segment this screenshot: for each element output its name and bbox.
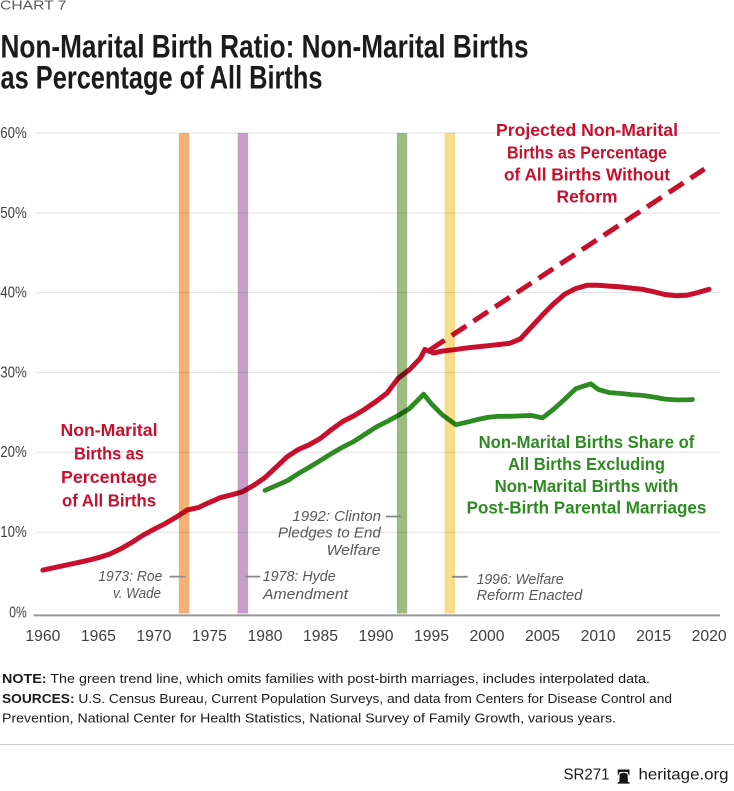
svg-text:1985: 1985 [303,628,338,645]
svg-text:1996: Welfare: 1996: Welfare [477,571,564,588]
svg-text:Reform: Reform [557,187,618,207]
svg-text:10%: 10% [0,524,27,541]
svg-text:SR271: SR271 [564,767,610,784]
svg-text:heritage.org: heritage.org [639,767,729,784]
svg-text:CHART 7: CHART 7 [0,0,67,13]
svg-text:60%: 60% [0,125,27,142]
svg-text:Non-Marital Births Share of: Non-Marital Births Share of [479,432,695,452]
svg-text:1960: 1960 [25,628,60,645]
svg-text:as Percentage of All Births: as Percentage of All Births [1,59,323,95]
svg-text:40%: 40% [0,285,27,302]
svg-text:1992: Clinton: 1992: Clinton [292,508,381,525]
svg-text:50%: 50% [0,205,27,222]
svg-text:Projected Non-Marital: Projected Non-Marital [496,120,678,140]
svg-text:Welfare: Welfare [327,542,381,559]
svg-text:2010: 2010 [581,628,616,645]
svg-text:NOTE: The green trend line, wh: NOTE: The green trend line, which omits … [2,671,650,686]
svg-text:1980: 1980 [248,628,283,645]
svg-text:1995: 1995 [414,628,449,645]
svg-text:v. Wade: v. Wade [113,585,161,602]
svg-text:Amendment: Amendment [262,586,349,603]
svg-text:SOURCES: U.S. Census Bureau, C: SOURCES: U.S. Census Bureau, Current Pop… [2,691,672,706]
svg-text:30%: 30% [0,364,27,381]
svg-text:Births as Percentage: Births as Percentage [507,142,667,162]
svg-text:1965: 1965 [81,628,116,645]
svg-text:2000: 2000 [470,628,505,645]
svg-text:1973: Roe: 1973: Roe [98,568,162,585]
svg-text:Reform Enacted: Reform Enacted [477,587,583,604]
svg-text:2015: 2015 [636,628,671,645]
svg-text:0%: 0% [9,605,27,622]
svg-text:2020: 2020 [692,628,727,645]
svg-text:1990: 1990 [359,628,394,645]
svg-text:Non-Marital: Non-Marital [61,420,158,440]
svg-text:Non-Marital Birth Ratio: Non-M: Non-Marital Birth Ratio: Non-Marital Bir… [1,28,529,64]
svg-text:1975: 1975 [192,628,227,645]
svg-text:Pledges to End: Pledges to End [278,524,382,541]
svg-text:All Births Excluding: All Births Excluding [508,454,665,474]
svg-text:Births as: Births as [74,444,144,464]
svg-text:2005: 2005 [525,628,560,645]
svg-text:Percentage: Percentage [61,467,157,487]
svg-text:Post-Birth Parental Marriages: Post-Birth Parental Marriages [467,498,707,518]
svg-text:Non-Marital Births with: Non-Marital Births with [495,476,679,496]
svg-text:20%: 20% [0,444,27,461]
svg-text:Prevention, National Center fo: Prevention, National Center for Health S… [2,711,616,726]
svg-text:of All Births Without: of All Births Without [504,164,670,184]
svg-text:of All Births: of All Births [62,491,156,511]
svg-text:1978: Hyde: 1978: Hyde [263,568,336,585]
svg-text:1970: 1970 [136,628,171,645]
